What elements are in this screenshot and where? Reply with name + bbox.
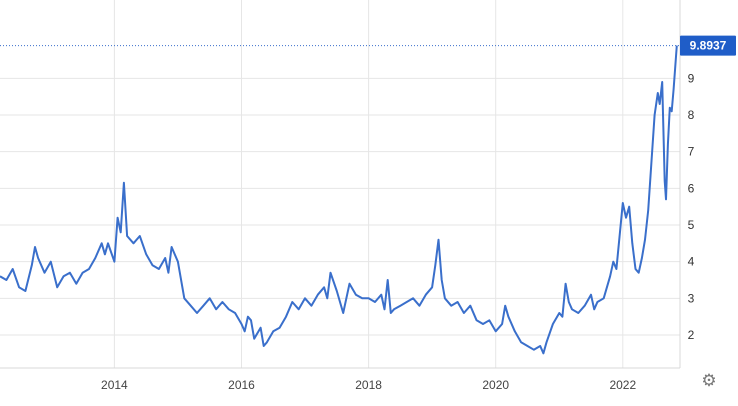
y-tick-label: 5 (688, 218, 695, 232)
y-tick-label: 9 (688, 71, 695, 85)
series-line (0, 45, 678, 355)
x-tick-label: 2022 (609, 378, 636, 392)
gear-icon[interactable]: ⚙ (701, 371, 717, 391)
y-tick-label: 8 (688, 108, 695, 122)
last-value-badge (680, 35, 736, 56)
y-tick-label: 7 (688, 145, 695, 159)
x-tick-label: 2014 (101, 378, 128, 392)
y-tick-label: 6 (688, 181, 695, 195)
y-tick-label: 4 (688, 255, 695, 269)
x-tick-label: 2018 (355, 378, 382, 392)
last-value-label: 9.8937 (690, 39, 727, 53)
y-tick-label: 3 (688, 291, 695, 305)
x-tick-label: 2016 (228, 378, 255, 392)
y-tick-label: 2 (688, 328, 695, 342)
x-tick-label: 2020 (482, 378, 509, 392)
